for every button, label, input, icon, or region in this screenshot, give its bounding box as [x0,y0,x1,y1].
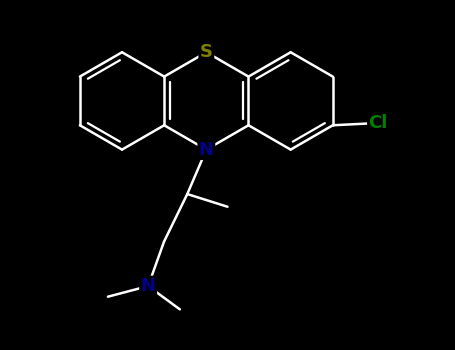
Text: N: N [141,277,156,295]
Text: Cl: Cl [369,114,388,132]
Text: N: N [199,141,214,159]
Text: S: S [200,43,213,61]
